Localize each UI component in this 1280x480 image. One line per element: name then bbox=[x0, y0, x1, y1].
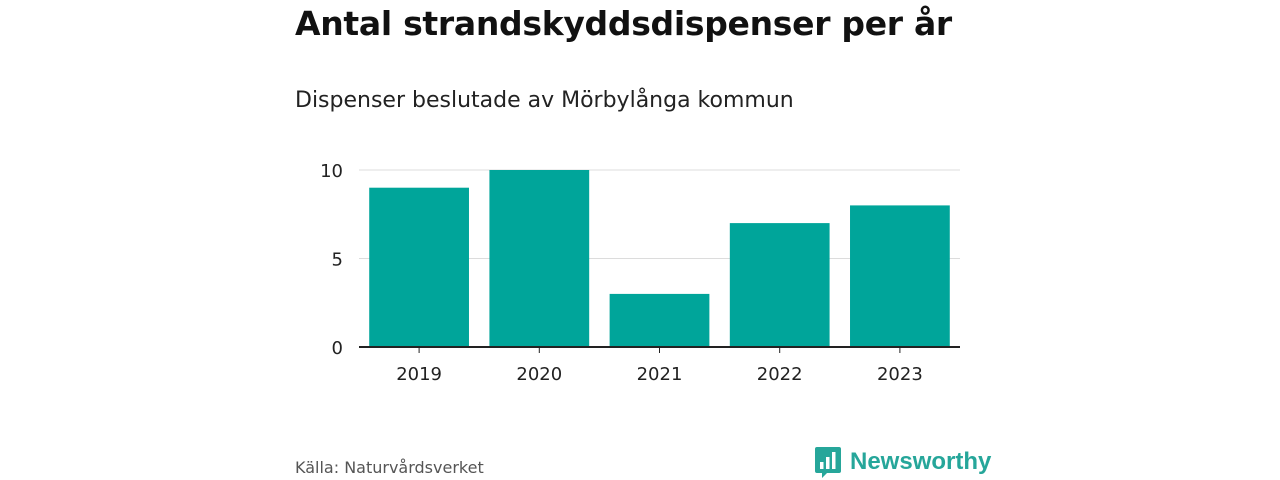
x-tick-label: 2019 bbox=[396, 364, 442, 385]
chart-subtitle: Dispenser beslutade av Mörbylånga kommun bbox=[295, 88, 794, 113]
y-tick-label: 10 bbox=[320, 161, 343, 182]
y-tick-label: 0 bbox=[332, 338, 343, 359]
x-tick-label: 2023 bbox=[877, 364, 923, 385]
bar-chart-bubble-icon bbox=[815, 447, 841, 478]
brand-name: Newsworthy bbox=[850, 448, 992, 475]
brand-logo: Newsworthy bbox=[814, 446, 991, 478]
bar bbox=[489, 170, 590, 347]
y-tick-label: 5 bbox=[332, 250, 343, 271]
bar bbox=[609, 293, 710, 347]
bar bbox=[850, 205, 950, 347]
bar bbox=[369, 187, 469, 347]
x-tick-label: 2021 bbox=[637, 364, 683, 385]
source-note: Källa: Naturvårdsverket bbox=[295, 458, 484, 477]
x-tick-label: 2020 bbox=[516, 364, 562, 385]
chart-title: Antal strandskyddsdispenser per år bbox=[295, 4, 952, 43]
x-tick-label: 2022 bbox=[757, 364, 803, 385]
bar bbox=[729, 223, 830, 347]
